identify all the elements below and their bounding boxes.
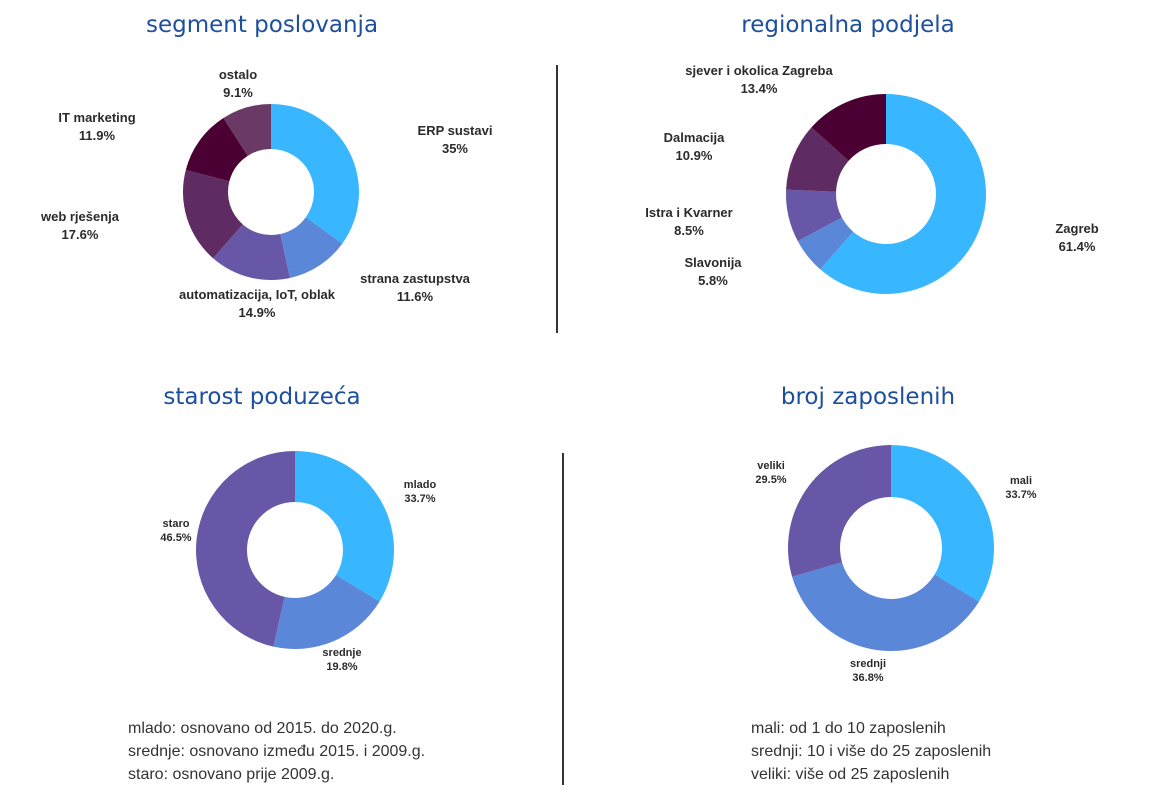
donut-slice [811, 94, 886, 161]
slice-label: Slavonija 5.8% [684, 254, 741, 290]
slice-label-name: Zagreb [1055, 221, 1099, 236]
slice-label: mlado 33.7% [404, 478, 436, 506]
donut-slice [786, 127, 849, 192]
slice-label-value: 35% [441, 141, 469, 156]
slice-label: ostalo 9.1% [219, 66, 257, 102]
slice-label: ERP sustavi 35% [418, 122, 493, 158]
slice-label: automatizacija, IoT, oblak 14.9% [179, 286, 335, 322]
slice-label-value: 36.8% [852, 672, 884, 684]
slice-label-name: ERP sustavi [417, 123, 493, 138]
donut-slice [785, 189, 842, 242]
donut-slice [280, 217, 343, 278]
slice-label: web rješenja 17.6% [41, 208, 119, 244]
slice-label-name: strana zastupstva [360, 271, 470, 286]
slice-label-name: sjever i okolica Zagreba [685, 63, 833, 78]
slice-label: staro 46.5% [160, 517, 191, 545]
chart-title-size: broj zaposlenih [780, 384, 956, 410]
size-legend-notes: mali: od 1 do 10 zaposlenih srednji: 10 … [751, 717, 991, 786]
slice-label-value: 19.8% [326, 661, 358, 673]
chart-title-segment: segment poslovanja [145, 12, 379, 38]
age-note: mlado: osnovano od 2015. do 2020.g. [128, 720, 397, 737]
donut-slice [295, 451, 394, 602]
chart-title-age: starost poduzeća [163, 384, 361, 410]
donut-slice [273, 574, 380, 649]
slice-label-name: web rješenja [40, 209, 120, 224]
donut-slice [891, 445, 995, 602]
slice-label-value: 33.7% [404, 493, 436, 505]
slice-label-name: srednji [849, 658, 887, 670]
chart-title-region: regionalna podjela [741, 12, 955, 38]
slice-label-value: 17.6% [61, 227, 99, 242]
divider-top [556, 65, 558, 333]
slice-label-name: Slavonija [684, 255, 742, 270]
slice-label-name: Dalmacija [663, 130, 725, 145]
slice-label-value: 33.7% [1005, 489, 1037, 501]
slice-label-value: 8.5% [674, 223, 704, 238]
slice-label-name: automatizacija, IoT, oblak [178, 287, 336, 302]
slice-label-value: 46.5% [160, 532, 192, 544]
slice-label: srednji 36.8% [850, 657, 886, 685]
slice-label: veliki 29.5% [755, 459, 786, 487]
divider-bottom [562, 453, 564, 785]
donut-slice [271, 104, 360, 244]
slice-label: sjever i okolica Zagreba 13.4% [685, 62, 832, 98]
slice-label: Zagreb 61.4% [1055, 220, 1098, 256]
slice-label-value: 11.6% [396, 289, 434, 304]
size-note: srednji: 10 i više do 25 zaposlenih [751, 743, 992, 760]
donut-slice [183, 170, 243, 259]
slice-label-name: staro [162, 518, 190, 530]
slice-label-value: 13.4% [740, 81, 778, 96]
slice-label-name: IT marketing [58, 110, 136, 125]
slice-label-value: 10.9% [675, 148, 713, 163]
slice-label: srednje 19.8% [322, 646, 361, 674]
slice-label-name: veliki [757, 460, 785, 472]
slice-label: strana zastupstva 11.6% [360, 270, 470, 306]
donut-slice [213, 224, 290, 280]
slice-label-value: 29.5% [755, 474, 787, 486]
slice-label-value: 61.4% [1058, 239, 1096, 254]
donut-slice [223, 104, 271, 156]
age-note: staro: osnovano prije 2009.g. [128, 766, 335, 783]
slice-label-value: 5.8% [698, 273, 728, 288]
age-legend-notes: mlado: osnovano od 2015. do 2020.g. sred… [128, 717, 425, 786]
slice-label: Dalmacija 10.9% [664, 129, 725, 165]
slice-label-name: ostalo [218, 67, 258, 82]
donut-slice [797, 217, 854, 270]
slice-label: Istra i Kvarner 8.5% [645, 204, 732, 240]
size-note: mali: od 1 do 10 zaposlenih [751, 720, 946, 737]
slice-label-value: 11.9% [78, 128, 116, 143]
slice-label: mali 33.7% [1005, 474, 1036, 502]
donut-slice [820, 94, 986, 294]
age-note: srednje: osnovano između 2015. i 2009.g. [128, 743, 426, 760]
slice-label: IT marketing 11.9% [58, 109, 135, 145]
size-note: veliki: više od 25 zaposlenih [751, 766, 950, 783]
slice-label-name: mlado [403, 479, 437, 491]
slice-label-name: Istra i Kvarner [645, 205, 733, 220]
donut-slice [195, 451, 295, 647]
slice-label-name: mali [1009, 475, 1033, 487]
donut-slice [185, 117, 248, 182]
slice-label-name: srednje [322, 647, 362, 659]
donut-slice [792, 562, 979, 652]
donut-slice [787, 444, 891, 577]
slice-label-value: 9.1% [223, 85, 253, 100]
slice-label-value: 14.9% [238, 305, 276, 320]
